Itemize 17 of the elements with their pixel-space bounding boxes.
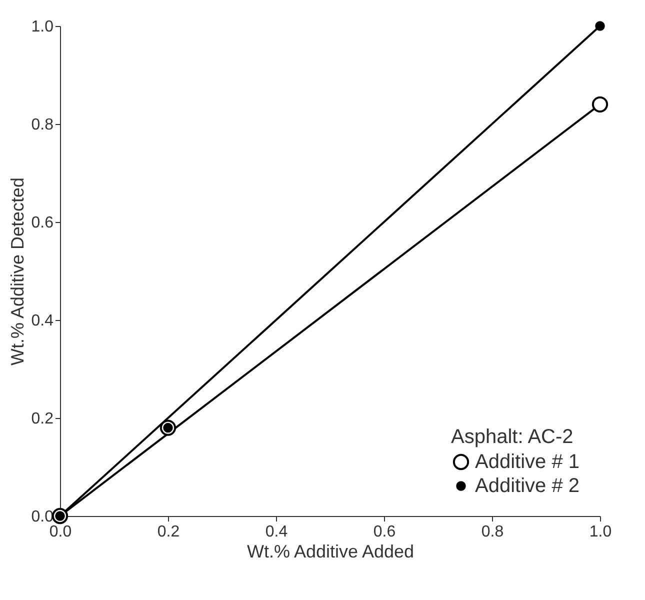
legend-label: Additive # 2 <box>475 475 580 497</box>
x-tick-label: 1.0 <box>589 524 612 540</box>
y-tick-label: 0.0 <box>31 508 54 526</box>
y-tick-label: 0.4 <box>31 312 54 330</box>
y-tick-label: 1.0 <box>31 18 54 36</box>
x-tick-label: 0.0 <box>49 524 72 540</box>
y-tick-label: 0.6 <box>31 214 54 232</box>
legend-label: Additive # 1 <box>475 451 580 473</box>
x-tick-label: 0.2 <box>157 524 180 540</box>
x-tick-label: 0.8 <box>481 524 504 540</box>
x-tick-label: 0.6 <box>373 524 396 540</box>
y-tick-label: 0.8 <box>31 116 54 134</box>
legend-title: Asphalt: AC-2 <box>451 426 574 448</box>
y-axis-title: Wt.% Additive Detected <box>7 177 28 366</box>
x-axis-title: Wt.% Additive Added <box>246 542 414 562</box>
y-tick-label: 0.2 <box>31 410 54 428</box>
x-tick-label: 0.4 <box>265 524 288 540</box>
